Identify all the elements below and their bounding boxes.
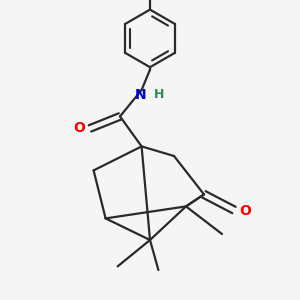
Text: H: H: [154, 88, 164, 100]
Text: O: O: [239, 204, 251, 218]
Text: N: N: [135, 88, 146, 102]
Text: O: O: [73, 122, 85, 135]
